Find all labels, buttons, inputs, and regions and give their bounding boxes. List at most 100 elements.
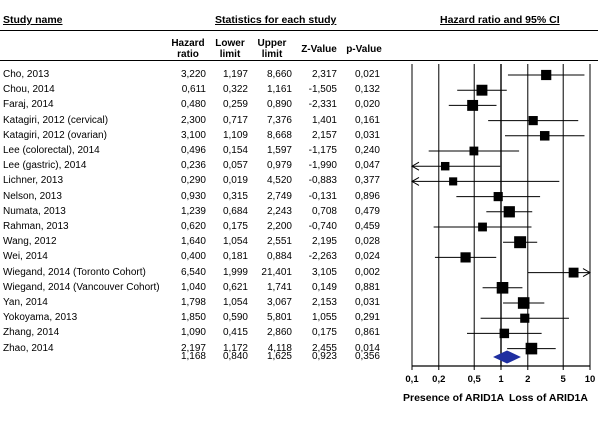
study-marker	[478, 222, 487, 232]
row-upper-limit: 5,801	[266, 312, 292, 324]
row-upper-limit: 1,741	[266, 281, 292, 293]
row-hazard-ratio: 2,197	[180, 342, 206, 354]
row-lower-limit: 0,717	[222, 114, 248, 126]
row-lower-limit: 0,621	[222, 281, 248, 293]
header-bottom-rule	[0, 60, 598, 61]
study-marker	[520, 313, 530, 323]
col-lower-limit: Lower limit	[215, 38, 245, 60]
col-p-value: p-Value	[346, 44, 382, 55]
row-study-name: Wiegand, 2014 (Toronto Cohort)	[3, 266, 146, 278]
row-upper-limit: 1,597	[266, 145, 292, 156]
col-hazard-ratio: Hazard ratio	[171, 38, 205, 60]
row-hazard-ratio: 3,100	[180, 129, 206, 141]
summary-hr: 1,168	[180, 351, 206, 362]
row-p-value: 0,459	[354, 221, 380, 232]
header-top-rule	[0, 30, 598, 31]
row-lower-limit: 0,315	[222, 190, 248, 202]
row-p-value: 0,896	[354, 190, 380, 202]
col-upper-limit: Upper limit	[257, 38, 287, 60]
row-hazard-ratio: 0,930	[180, 190, 206, 202]
row-hazard-ratio: 3,220	[180, 69, 206, 80]
row-lower-limit: 0,019	[222, 175, 248, 187]
row-z-value: -0,131	[308, 190, 337, 202]
study-marker	[467, 99, 479, 111]
row-lower-limit: 0,684	[222, 205, 248, 217]
row-lower-limit: 1,197	[222, 69, 248, 80]
row-upper-limit: 3,067	[266, 297, 292, 308]
study-marker	[476, 84, 488, 96]
x-tick-label: 0,2	[432, 374, 445, 385]
x-tick-label: 5	[561, 374, 567, 385]
row-hazard-ratio: 0,611	[181, 84, 206, 96]
row-upper-limit: 4,520	[266, 175, 292, 187]
row-hazard-ratio: 1,090	[180, 327, 206, 339]
row-z-value: 0,149	[311, 281, 337, 293]
row-lower-limit: 0,057	[222, 160, 248, 172]
row-upper-limit: 8,660	[266, 69, 292, 80]
x-tick-label: 0,5	[468, 374, 482, 385]
row-study-name: Yokoyama, 2013	[3, 312, 78, 324]
row-upper-limit: 8,668	[266, 129, 292, 141]
row-hazard-ratio: 1,239	[180, 205, 206, 217]
row-study-name: Cho, 2013	[3, 69, 50, 80]
row-study-name: Lee (colorectal), 2014	[3, 145, 100, 156]
col-z-value: Z-Value	[301, 44, 337, 55]
row-z-value: 2,455	[311, 342, 337, 354]
row-z-value: -1,990	[308, 160, 337, 172]
row-upper-limit: 2,200	[266, 221, 292, 232]
row-z-value: 0,708	[311, 205, 337, 217]
x-tick-label: 2	[525, 374, 530, 385]
row-hazard-ratio: 0,480	[180, 99, 206, 111]
row-hazard-ratio: 0,620	[180, 221, 206, 232]
study-marker	[503, 206, 515, 218]
left-direction-label: Presence of ARID1A	[403, 392, 505, 404]
row-lower-limit: 1,054	[222, 297, 248, 308]
summary-diamond	[493, 350, 521, 364]
row-hazard-ratio: 2,300	[180, 114, 206, 126]
ci-arrow-right	[582, 268, 592, 278]
row-lower-limit: 0,322	[222, 84, 248, 96]
ci-arrow-left	[410, 161, 420, 171]
row-lower-limit: 1,172	[222, 342, 248, 354]
study-marker	[528, 116, 538, 126]
x-tick-label: 1	[498, 374, 504, 385]
row-z-value: -0,740	[308, 221, 337, 232]
row-lower-limit: 0,590	[222, 312, 248, 324]
row-p-value: 0,291	[354, 312, 380, 324]
plot-header: Hazard ratio and 95% CI	[440, 14, 560, 26]
study-marker	[514, 236, 527, 249]
summary-z: 0,923	[311, 351, 337, 362]
study-marker	[568, 267, 579, 278]
row-hazard-ratio: 0,290	[180, 175, 206, 187]
row-lower-limit: 0,154	[222, 145, 248, 156]
row-upper-limit: 2,749	[266, 190, 292, 202]
row-p-value: 0,861	[354, 327, 380, 339]
row-upper-limit: 2,551	[266, 236, 292, 248]
row-lower-limit: 1,999	[222, 266, 248, 278]
row-upper-limit: 7,376	[266, 114, 292, 126]
row-hazard-ratio: 0,496	[180, 145, 206, 156]
row-hazard-ratio: 1,640	[180, 236, 206, 248]
row-z-value: 2,153	[311, 297, 337, 308]
row-study-name: Lee (gastric), 2014	[3, 160, 87, 172]
row-z-value: -1,175	[308, 145, 337, 156]
x-tick-label: 10	[585, 374, 596, 385]
row-study-name: Katagiri, 2012 (cervical)	[3, 114, 109, 126]
row-lower-limit: 0,181	[222, 251, 248, 263]
row-upper-limit: 2,860	[266, 327, 292, 339]
row-p-value: 0,240	[354, 145, 380, 156]
row-upper-limit: 0,884	[266, 251, 292, 263]
right-direction-label: Loss of ARID1A	[509, 392, 588, 404]
row-hazard-ratio: 1,798	[180, 297, 206, 308]
row-upper-limit: 0,979	[266, 160, 292, 172]
study-marker	[499, 328, 510, 339]
row-p-value: 0,132	[354, 84, 380, 96]
row-p-value: 0,377	[354, 175, 380, 187]
study-marker	[539, 131, 550, 141]
row-p-value: 0,020	[354, 99, 380, 111]
row-hazard-ratio: 1,850	[180, 312, 206, 324]
row-study-name: Chou, 2014	[3, 84, 55, 96]
row-p-value: 0,047	[354, 160, 380, 172]
row-lower-limit: 1,054	[222, 236, 248, 248]
